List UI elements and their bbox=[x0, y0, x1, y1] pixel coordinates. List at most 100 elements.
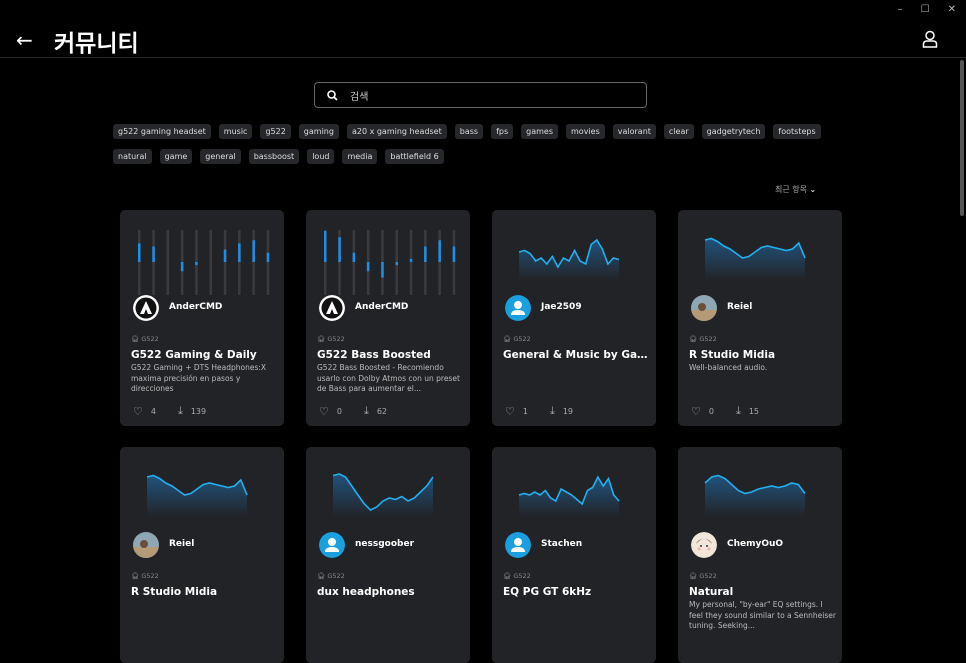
author-name[interactable]: Stachen bbox=[541, 539, 583, 549]
avatar[interactable] bbox=[133, 295, 159, 321]
eq-band-track bbox=[223, 230, 227, 295]
eq-band-track bbox=[424, 230, 427, 295]
tag-chip[interactable]: a20 x gaming headset bbox=[346, 124, 447, 139]
preset-description: G522 Bass Boosted - Recomiendo usarlo co… bbox=[317, 363, 460, 393]
window-controls: – ☐ ✕ bbox=[898, 4, 956, 15]
tag-chip[interactable]: g522 bbox=[260, 124, 291, 139]
device-label: 🎧︎ G522 bbox=[689, 335, 717, 343]
download-icon[interactable]: ⤓ bbox=[735, 404, 741, 417]
tag-chip[interactable]: g522 gaming headset bbox=[113, 124, 211, 139]
author-name[interactable]: AnderCMD bbox=[355, 302, 409, 312]
eq-curve bbox=[704, 474, 806, 495]
preset-title: Natural bbox=[689, 586, 734, 598]
device-name: G522 bbox=[699, 335, 717, 343]
tag-chip[interactable]: bassboost bbox=[248, 149, 300, 164]
page-title: 커뮤니티 bbox=[54, 31, 139, 57]
author-name[interactable]: ChemyOuO bbox=[727, 539, 784, 549]
eq-band-level bbox=[266, 252, 270, 262]
preset-card[interactable]: nessgoober 🎧︎ G522 dux headphones bbox=[306, 447, 470, 663]
tag-chip[interactable]: movies bbox=[566, 124, 605, 139]
preset-card[interactable]: Jae2509 🎧︎ G522 General & Music by Gadge… bbox=[492, 210, 656, 426]
tag-chip[interactable]: natural bbox=[113, 149, 152, 164]
device-name: G522 bbox=[513, 572, 531, 580]
heart-icon[interactable]: ♡ bbox=[133, 404, 143, 418]
author-name[interactable]: AnderCMD bbox=[169, 302, 223, 312]
preset-title: dux headphones bbox=[317, 586, 415, 598]
tag-chip[interactable]: game bbox=[159, 149, 193, 164]
tag-chip[interactable]: fps bbox=[491, 124, 514, 139]
device-label: 🎧︎ G522 bbox=[131, 572, 159, 580]
preset-card[interactable]: Stachen 🎧︎ G522 EQ PG GT 6kHz bbox=[492, 447, 656, 663]
heart-icon[interactable]: ♡ bbox=[691, 404, 701, 418]
close-button[interactable]: ✕ bbox=[947, 4, 956, 15]
scrollbar[interactable] bbox=[960, 60, 964, 216]
eq-graph bbox=[138, 230, 270, 295]
preset-card[interactable]: ChemyOuO 🎧︎ G522 Natural My personal, "b… bbox=[678, 447, 842, 663]
like-count: 1 bbox=[522, 406, 528, 416]
eq-band-track bbox=[152, 230, 155, 295]
author-name[interactable]: Reiel bbox=[727, 302, 753, 312]
maximize-button[interactable]: ☐ bbox=[920, 4, 930, 15]
avatar[interactable] bbox=[691, 532, 717, 558]
headphones-icon: 🎧︎ bbox=[503, 335, 512, 343]
tag-chip[interactable]: media bbox=[342, 149, 378, 164]
avatar[interactable] bbox=[505, 532, 531, 558]
heart-icon[interactable]: ♡ bbox=[505, 404, 515, 418]
tag-chip[interactable]: clear bbox=[663, 124, 694, 139]
eq-curve-fill bbox=[147, 475, 247, 517]
tag-chip[interactable]: gaming bbox=[298, 124, 339, 139]
tag-chip[interactable]: music bbox=[218, 124, 253, 139]
heart-icon[interactable]: ♡ bbox=[319, 404, 329, 418]
eq-band-track bbox=[252, 230, 255, 295]
eq-graph bbox=[332, 473, 434, 517]
tag-chip[interactable]: footsteps bbox=[773, 124, 821, 139]
preset-card[interactable]: AnderCMD 🎧︎ G522 G522 Gaming & Daily G52… bbox=[120, 210, 284, 426]
eq-band-track bbox=[166, 230, 170, 295]
eq-band-level bbox=[180, 262, 184, 272]
device-name: G522 bbox=[327, 335, 345, 343]
tag-chip[interactable]: valorant bbox=[612, 124, 656, 139]
download-count: 139 bbox=[190, 406, 207, 416]
search-input[interactable]: 검색 bbox=[314, 82, 647, 108]
preset-title: EQ PG GT 6kHz bbox=[503, 586, 592, 598]
preset-card[interactable]: Reiel 🎧︎ G522 R Studio Midia bbox=[120, 447, 284, 663]
device-label: 🎧︎ G522 bbox=[503, 335, 531, 343]
eq-curve bbox=[146, 474, 248, 496]
avatar[interactable] bbox=[319, 532, 345, 558]
eq-band-level bbox=[366, 262, 370, 272]
minimize-button[interactable]: – bbox=[897, 4, 903, 15]
avatar[interactable] bbox=[691, 295, 717, 321]
author-name[interactable]: nessgoober bbox=[355, 539, 415, 549]
eq-band-level bbox=[409, 258, 413, 262]
tag-chip[interactable]: loud bbox=[307, 149, 335, 164]
eq-band-track bbox=[266, 230, 270, 295]
sort-dropdown[interactable]: 최근 항목 ⌄ bbox=[775, 184, 816, 195]
device-label: 🎧︎ G522 bbox=[689, 572, 717, 580]
download-icon[interactable]: ⤓ bbox=[363, 404, 369, 417]
tag-chip[interactable]: games bbox=[521, 124, 559, 139]
author-name[interactable]: Jae2509 bbox=[541, 302, 582, 312]
avatar[interactable] bbox=[505, 295, 531, 321]
back-arrow-icon[interactable]: ← bbox=[16, 28, 33, 52]
tag-chip[interactable]: bass bbox=[454, 124, 484, 139]
download-icon[interactable]: ⤓ bbox=[549, 404, 555, 417]
eq-band-level bbox=[338, 237, 341, 262]
avatar[interactable] bbox=[133, 532, 159, 558]
author-name[interactable]: Reiel bbox=[169, 539, 195, 549]
search-icon bbox=[327, 89, 338, 101]
avatar[interactable] bbox=[319, 295, 345, 321]
tag-chip[interactable]: battlefield 6 bbox=[385, 149, 444, 164]
preset-stats: ♡ 0 ⤓ 15 bbox=[691, 404, 759, 418]
tag-chip[interactable]: gadgetrytech bbox=[701, 124, 766, 139]
eq-band-level bbox=[195, 262, 198, 266]
user-profile-icon[interactable] bbox=[922, 30, 938, 48]
eq-band-track bbox=[324, 230, 327, 295]
preset-card[interactable]: Reiel 🎧︎ G522 R Studio Midia Well-balanc… bbox=[678, 210, 842, 426]
download-count: 62 bbox=[376, 406, 388, 416]
eq-band-track bbox=[238, 230, 241, 295]
preset-card[interactable]: AnderCMD 🎧︎ G522 G522 Bass Boosted G522 … bbox=[306, 210, 470, 426]
headphones-icon: 🎧︎ bbox=[689, 335, 698, 343]
eq-curve-fill bbox=[519, 240, 619, 280]
tag-chip[interactable]: general bbox=[200, 149, 241, 164]
download-icon[interactable]: ⤓ bbox=[177, 404, 183, 417]
